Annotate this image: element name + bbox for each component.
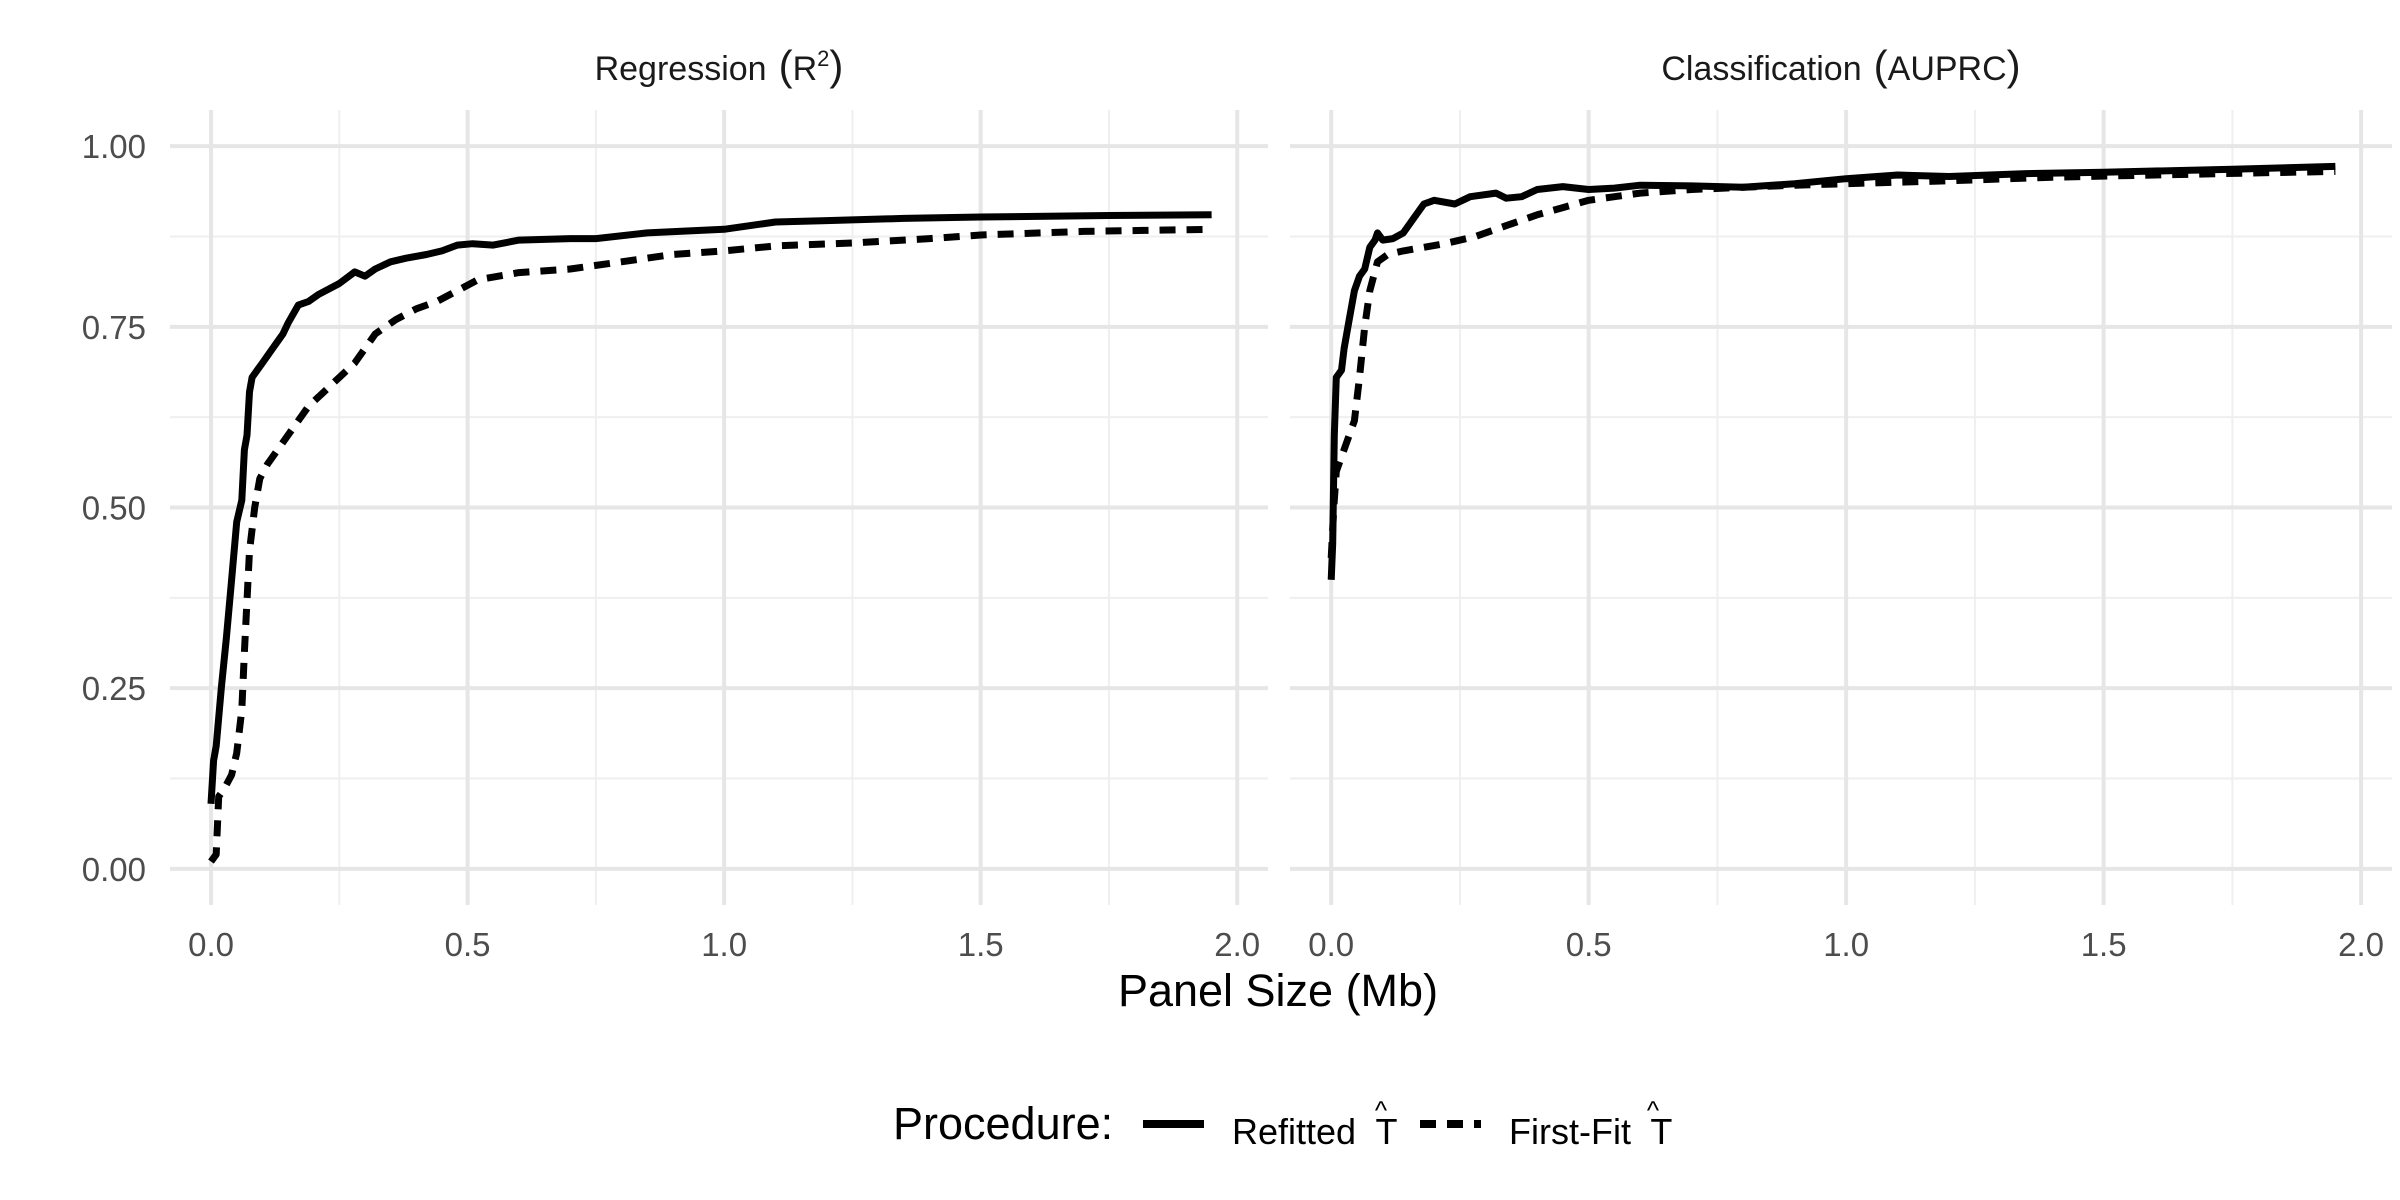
- x-tick-label: 1.5: [2081, 926, 2127, 963]
- panel-title: Classification (AUPRC): [1661, 42, 2020, 89]
- x-tick-label: 0.0: [188, 926, 234, 963]
- y-tick-label: 1.00: [82, 128, 146, 165]
- panel-title-superscript: 2: [817, 46, 829, 71]
- panel-title: Regression (R2): [595, 42, 844, 89]
- series-line-first-fit: [1327, 167, 2336, 559]
- x-tick-label: 0.5: [445, 926, 491, 963]
- panel-title-paren-close: ): [829, 42, 843, 89]
- legend-label-first-fit: First-Fit T: [1509, 1111, 1672, 1152]
- legend-label-first-fit-text: First-Fit: [1509, 1111, 1631, 1152]
- legend-label-refitted-text: Refitted: [1232, 1111, 1356, 1152]
- panel-title-paren-close: ): [2007, 42, 2021, 89]
- regression-panel: 0.0 0.5 1.0 1.5 2.0 0.00 0.25 0.50 0.75 1.00 Regre…: [82, 42, 1268, 963]
- legend-label-first-fit-symbol: T: [1650, 1111, 1672, 1152]
- x-tick-label: 1.0: [701, 926, 747, 963]
- x-axis-title: Panel Size (Mb): [1118, 965, 1438, 1016]
- x-tick-label: 0.0: [1308, 926, 1354, 963]
- legend-title: Procedure:: [893, 1098, 1113, 1149]
- y-tick-label: 0.50: [82, 490, 146, 527]
- y-tick-label: 0.00: [82, 851, 146, 888]
- panel-title-paren-open: (: [1874, 42, 1888, 89]
- series-line-refitted: [1327, 162, 2336, 580]
- legend-first-fit-hat: ^: [1647, 1095, 1660, 1125]
- x-tick-label: 1.0: [1823, 926, 1869, 963]
- grid: [170, 110, 1268, 905]
- y-tick-label: 0.25: [82, 670, 146, 707]
- panel-title-paren-open: (: [779, 42, 793, 89]
- x-tick-label: 2.0: [1214, 926, 1260, 963]
- classification-panel: 0.0 0.5 1.0 1.5 2.0 Classification (AUPRC): [1290, 42, 2392, 963]
- x-tick-label: 0.5: [1566, 926, 1612, 963]
- series-line-first-fit: [208, 225, 1212, 864]
- x-tick-label: 2.0: [2338, 926, 2384, 963]
- y-tick-label: 0.75: [82, 309, 146, 346]
- legend-label-refitted: Refitted T: [1232, 1111, 1397, 1152]
- panel-title-metric: R: [793, 50, 818, 88]
- panel-title-main: Classification: [1661, 50, 1861, 88]
- panel-title-metric: AUPRC: [1888, 50, 2007, 88]
- x-tick-label: 1.5: [958, 926, 1004, 963]
- legend-label-refitted-symbol: T: [1375, 1111, 1397, 1152]
- series-line-refitted: [207, 211, 1212, 805]
- legend: Procedure: Refitted T ^ First-Fit T ^: [893, 1095, 1672, 1152]
- panel-title-main: Regression: [595, 50, 767, 88]
- legend-refitted-hat: ^: [1375, 1095, 1388, 1125]
